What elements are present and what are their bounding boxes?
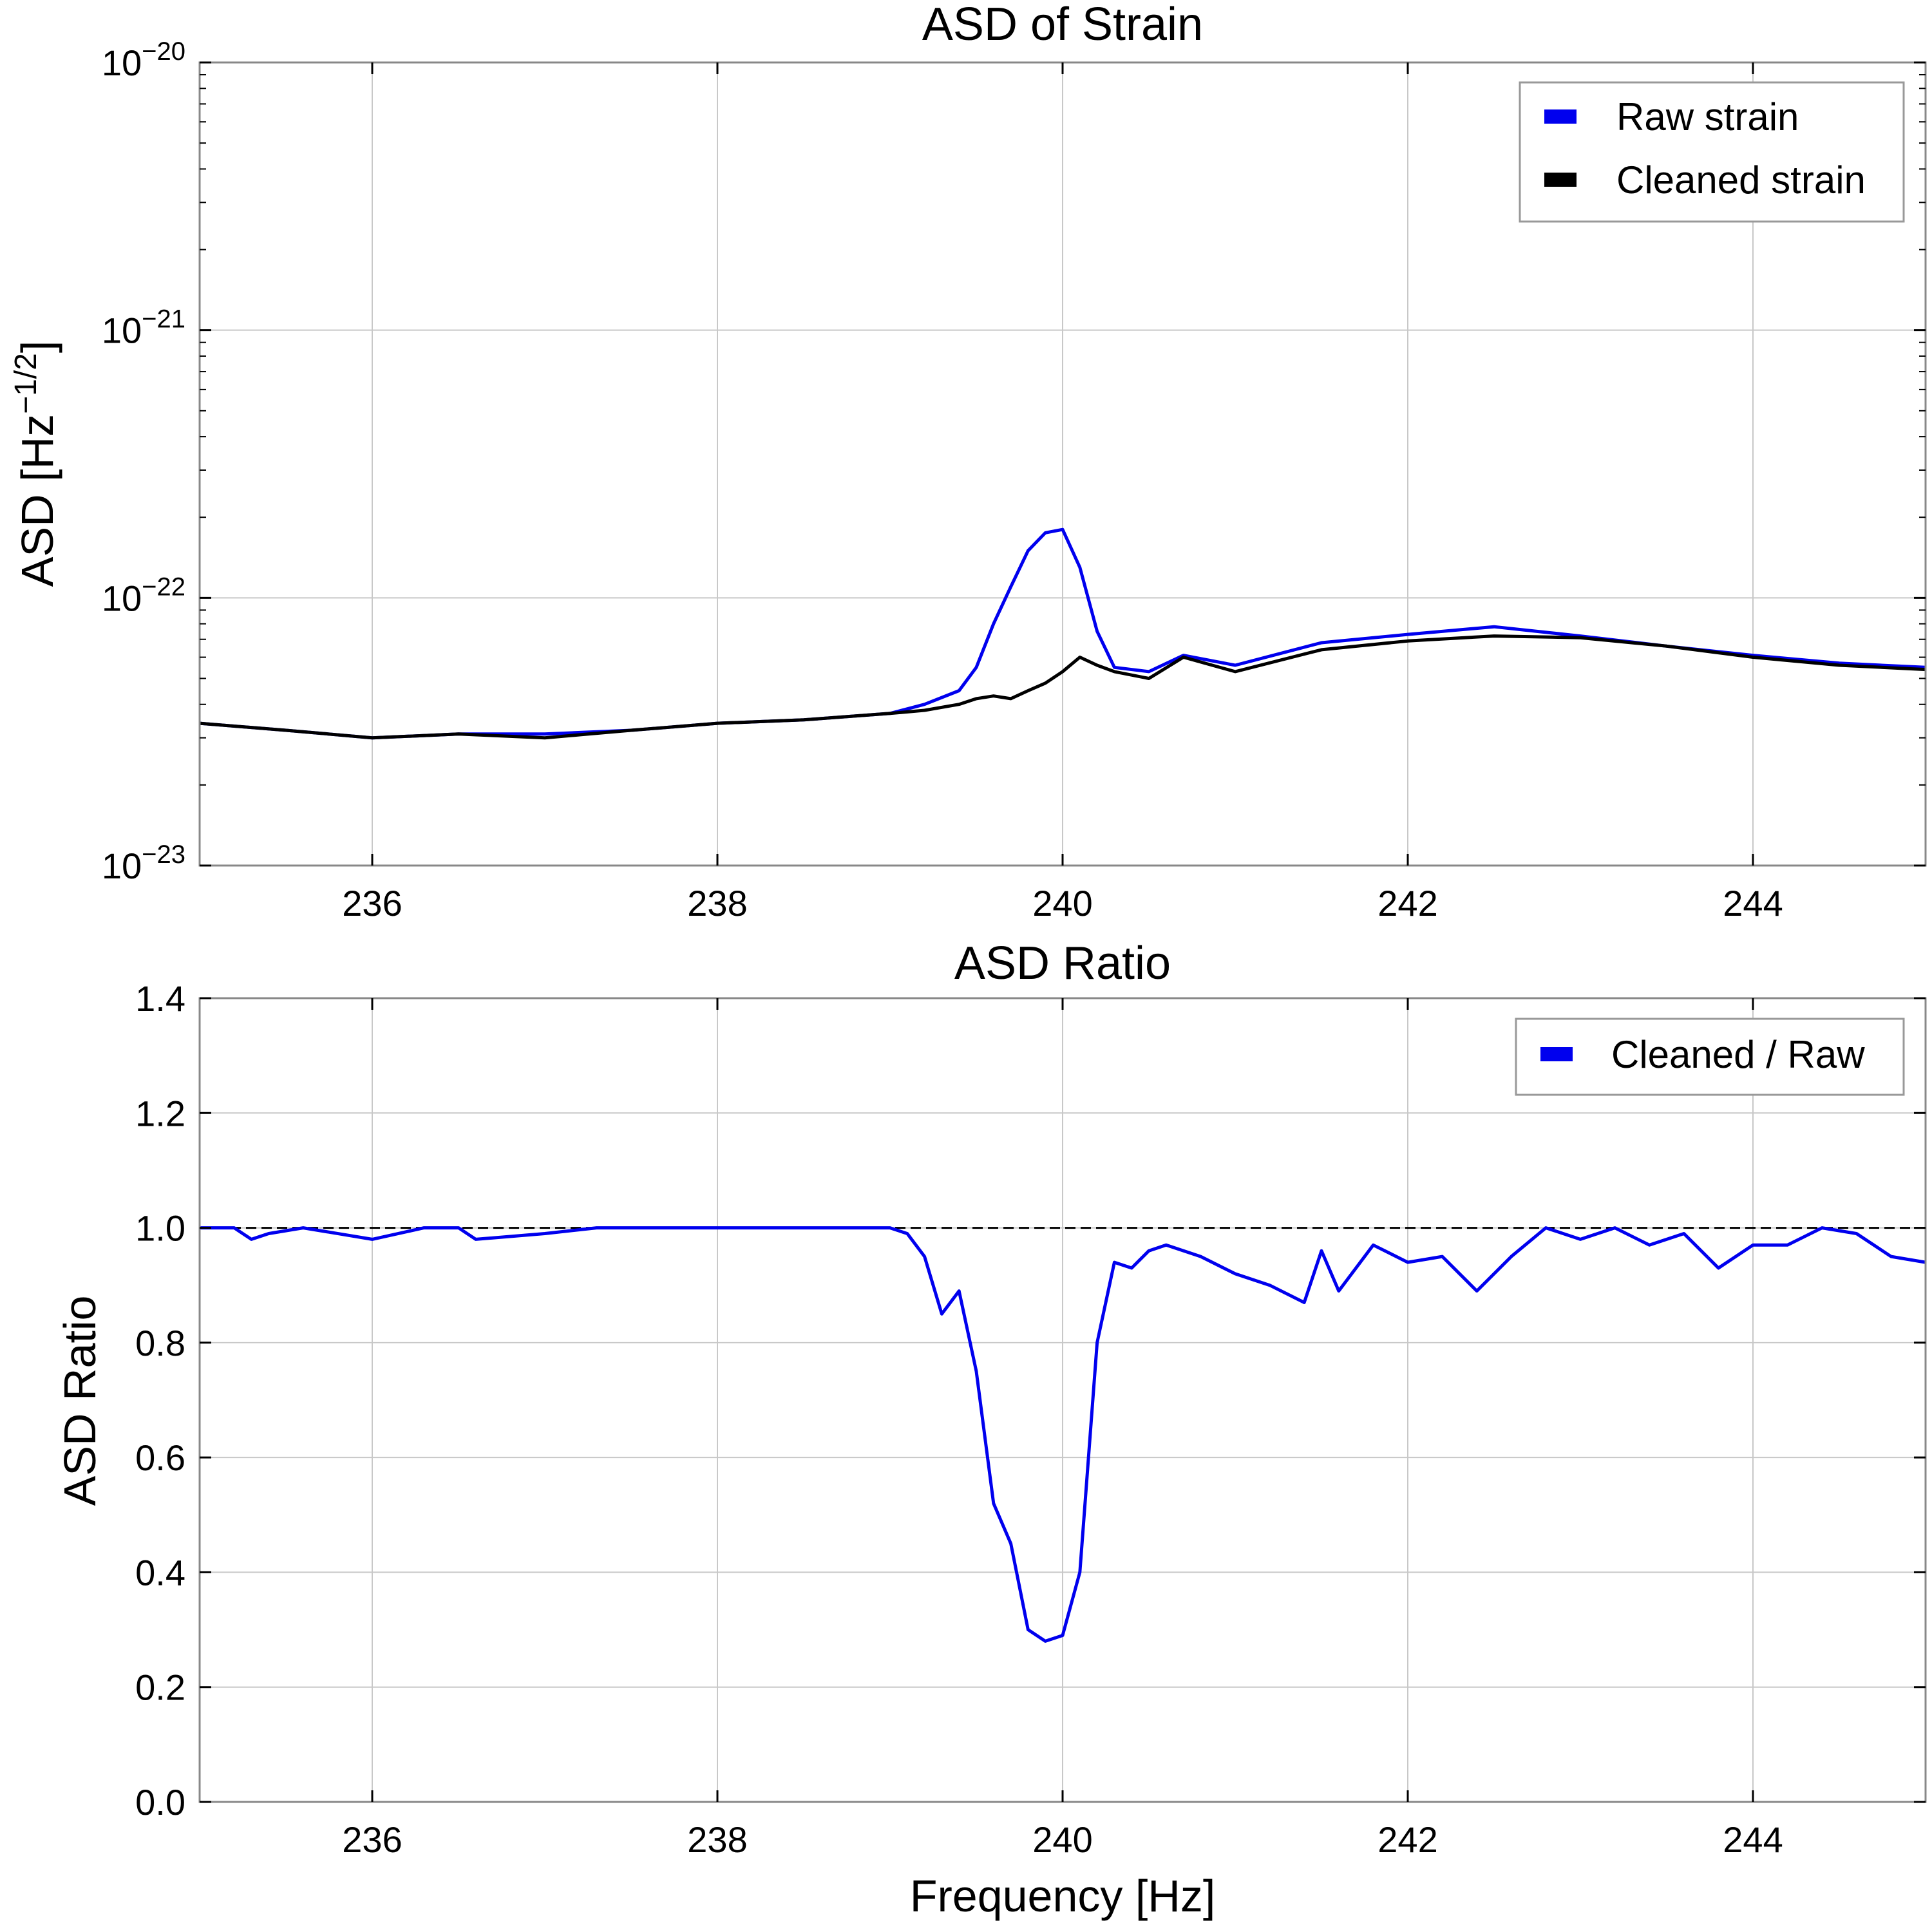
x-tick-label: 240 — [1032, 1819, 1092, 1860]
frequency-xlabel: Frequency [Hz] — [910, 1871, 1216, 1921]
ratio-legend-swatch — [1540, 1047, 1573, 1061]
y-tick-label-base: 10 — [102, 578, 142, 618]
y-tick-label-exponent: −22 — [142, 573, 185, 601]
cleaned-strain-legend-label: Cleaned strain — [1616, 158, 1866, 202]
asd-strain-panel: ASD of Strain 236 238 240 242 24410−2310−221… — [9, 0, 1927, 923]
asd-strain-legend: Raw strain Cleaned strain — [1519, 81, 1905, 223]
y-tick-label: 0.8 — [135, 1323, 185, 1363]
asd-strain-ylabel-exponent: −1/2 — [9, 353, 43, 414]
y-tick-label-base: 10 — [102, 43, 142, 83]
y-tick-label: 1.4 — [135, 978, 185, 1019]
x-tick-label: 236 — [342, 1819, 402, 1860]
asd-ratio-legend: Cleaned / Raw — [1515, 1018, 1905, 1096]
y-tick-label: 10−23 — [102, 840, 185, 886]
asd-ratio-panel: ASD Ratio 236 238 240 242 244 0.0 0.2 0.4 0.6 0.8… — [55, 938, 1927, 1921]
y-tick-label-exponent: −20 — [142, 37, 185, 66]
y-tick-label: 10−22 — [102, 573, 185, 618]
series-line-cleaned-strain — [199, 634, 1926, 740]
y-tick-label: 10−21 — [102, 305, 185, 351]
y-tick-label: 0.0 — [135, 1782, 185, 1823]
raw-strain-legend-label: Raw strain — [1616, 95, 1799, 138]
x-tick-label: 244 — [1723, 1819, 1783, 1860]
asd-strain-legend-box — [1519, 81, 1905, 223]
y-tick-label-exponent: −23 — [142, 840, 185, 869]
asd-ratio-series — [200, 1226, 1926, 1643]
cleaned-strain-legend-swatch — [1544, 173, 1577, 187]
y-tick-label-exponent: −21 — [142, 305, 185, 334]
x-tick-label: 238 — [687, 883, 747, 923]
y-tick-label: 0.4 — [135, 1552, 185, 1593]
y-tick-label-base: 10 — [102, 846, 142, 886]
asd-ratio-ylabel: ASD Ratio — [55, 1296, 105, 1506]
y-tick-label: 0.6 — [135, 1437, 185, 1478]
asd-ratio-ticks: 236 238 240 242 244 0.0 0.2 0.4 0.6 0.8 1.0 1.2 1.4 — [135, 978, 1926, 1860]
x-tick-label: 244 — [1723, 883, 1783, 923]
asd-strain-ylabel-close: ] — [12, 341, 62, 353]
asd-strain-series — [199, 527, 1926, 740]
raw-strain-legend-swatch — [1544, 109, 1577, 124]
asd-strain-title: ASD of Strain — [922, 0, 1203, 50]
x-tick-label: 242 — [1378, 883, 1437, 923]
y-tick-label: 1.0 — [135, 1208, 185, 1249]
y-tick-label: 10−20 — [102, 37, 185, 83]
x-tick-label: 242 — [1378, 1819, 1437, 1860]
asd-ratio-title: ASD Ratio — [954, 938, 1171, 989]
y-tick-label: 0.2 — [135, 1667, 185, 1708]
x-tick-label: 240 — [1032, 883, 1092, 923]
x-tick-label: 238 — [687, 1819, 747, 1860]
asd-ratio-legend-box — [1515, 1018, 1905, 1096]
x-tick-label: 236 — [342, 883, 402, 923]
ratio-legend-label: Cleaned / Raw — [1611, 1033, 1865, 1076]
asd-strain-ylabel: ASD [Hz−1/2] — [9, 341, 62, 587]
y-tick-label-base: 10 — [102, 310, 142, 351]
series-line-cleaned-over-raw — [200, 1226, 1926, 1643]
asd-strain-ylabel-main: ASD [Hz — [12, 414, 62, 587]
y-tick-label: 1.2 — [135, 1093, 185, 1133]
